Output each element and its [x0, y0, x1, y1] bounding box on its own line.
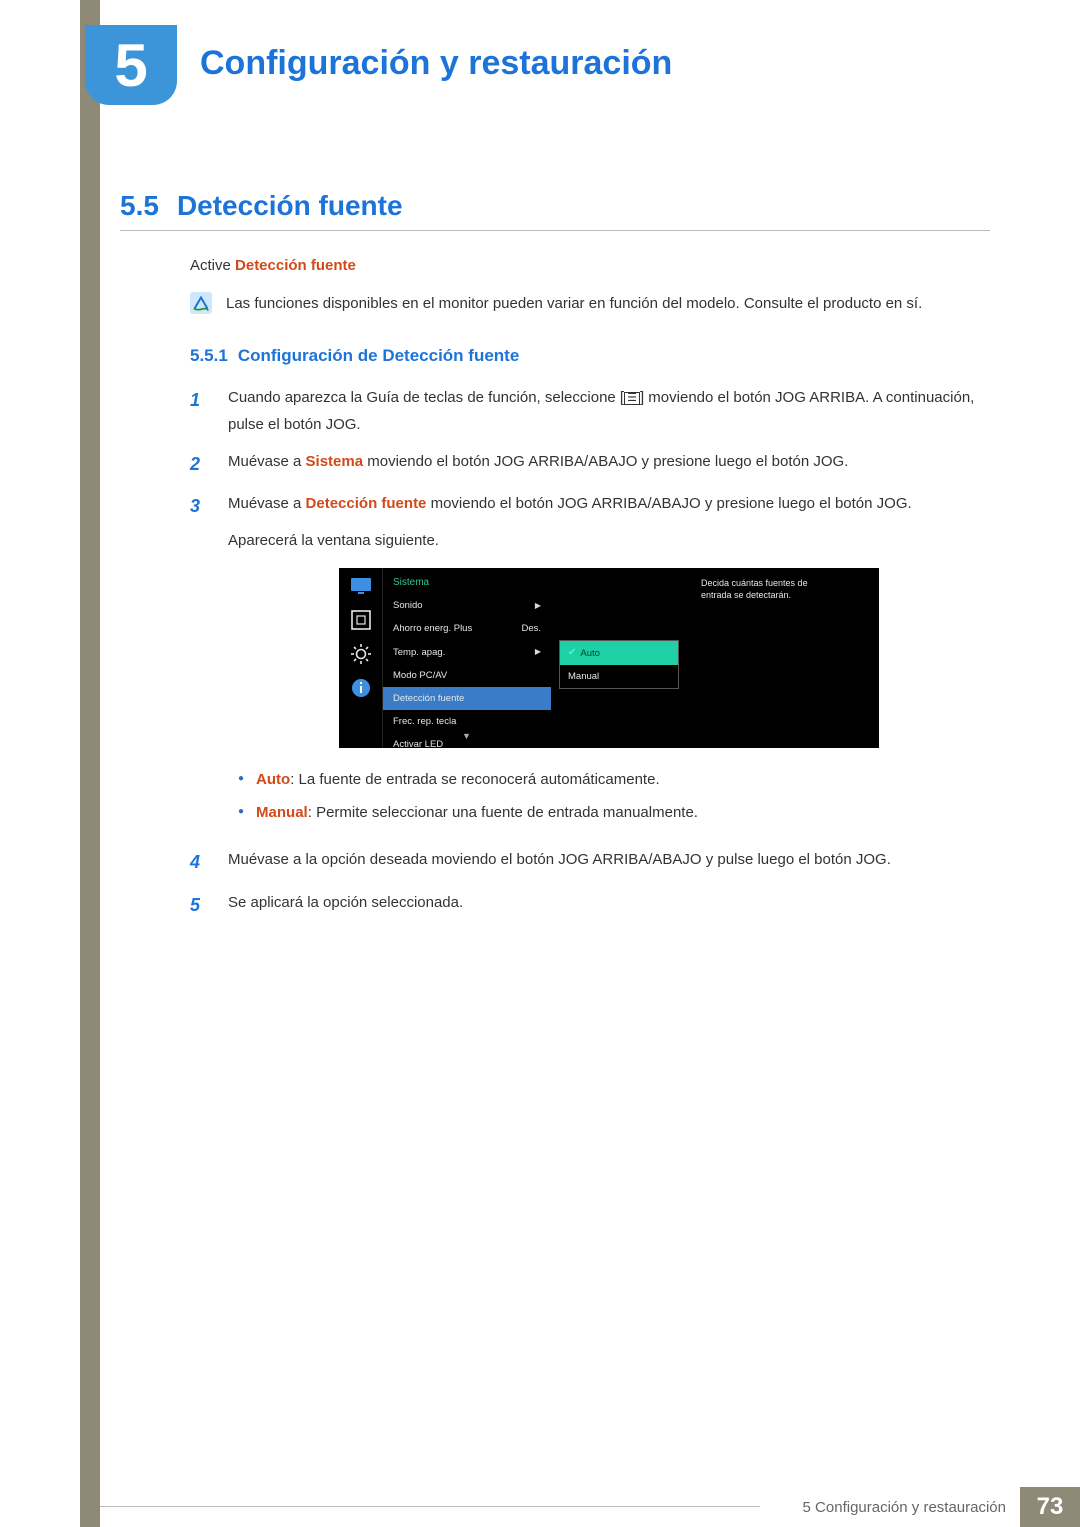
footer: 5 Configuración y restauración 73 [803, 1487, 1080, 1527]
step3-post: moviendo el botón JOG ARRIBA/ABAJO y pre… [426, 495, 911, 512]
bullet-auto: ● Auto: La fuente de entrada se reconoce… [238, 766, 990, 793]
steps: 1 Cuando aparezca la Guía de teclas de f… [190, 384, 990, 921]
page-content: 5.5 Detección fuente Active Detección fue… [120, 190, 990, 931]
step-4: 4 Muévase a la opción deseada moviendo e… [190, 846, 990, 878]
step-body: Muévase a Sistema moviendo el botón JOG … [228, 448, 990, 480]
osd-item-value: Des. [521, 620, 541, 637]
chevron-down-icon: ▼ [462, 728, 471, 744]
step-number: 3 [190, 490, 210, 836]
step3-term: Detección fuente [306, 495, 427, 512]
step-number: 1 [190, 384, 210, 438]
osd-popup-option-auto: ✔Auto [560, 641, 678, 665]
note-text: Las funciones disponibles en el monitor … [226, 292, 922, 316]
osd-item-deteccion: Detección fuente [383, 687, 551, 710]
osd-popup-label: Auto [580, 645, 600, 662]
step2-pre: Muévase a [228, 453, 306, 470]
footer-rule [100, 1506, 760, 1507]
osd-item-label: Detección fuente [393, 690, 464, 707]
osd-item-label: Frec. rep. tecla [393, 713, 456, 730]
osd-item-ahorro: Ahorro energ. Plus Des. [383, 617, 551, 640]
osd-item-label: Modo PC/AV [393, 667, 447, 684]
note-icon [190, 292, 212, 314]
step2-post: moviendo el botón JOG ARRIBA/ABAJO y pre… [363, 453, 848, 470]
subsection-heading: 5.5.1 Configuración de Detección fuente [190, 346, 990, 366]
osd-menu-title: Sistema [383, 572, 551, 594]
side-bar [80, 0, 100, 1527]
menu-icon: ☰ [624, 392, 640, 405]
bullet-text: : Permite seleccionar una fuente de entr… [308, 804, 698, 821]
osd-item-temp: Temp. apag. ▶ [383, 641, 551, 664]
osd-popup-option-manual: Manual [560, 665, 678, 688]
step-number: 4 [190, 846, 210, 878]
bullet-manual: ● Manual: Permite seleccionar una fuente… [238, 799, 990, 826]
bullet-term: Manual [256, 804, 308, 821]
osd-popup-column: ✔Auto Manual [551, 568, 691, 748]
gear-icon [349, 642, 373, 666]
osd-figure: Sistema Sonido ▶ Ahorro energ. Plus Des. T… [339, 568, 879, 748]
subsection-number: 5.5.1 [190, 346, 228, 365]
active-term: Detección fuente [235, 257, 356, 274]
osd-icon-column [339, 568, 383, 748]
bullet-dot-icon: ● [238, 799, 244, 826]
check-icon: ✔ [568, 644, 576, 662]
step-number: 5 [190, 889, 210, 921]
chapter-number: 5 [114, 31, 147, 100]
step-body: Cuando aparezca la Guía de teclas de fun… [228, 384, 990, 438]
frame-icon [349, 608, 373, 632]
step2-term: Sistema [306, 453, 364, 470]
step-2: 2 Muévase a Sistema moviendo el botón JO… [190, 448, 990, 480]
info-icon [349, 676, 373, 700]
active-line: Active Detección fuente [190, 257, 990, 274]
subsection-title: Configuración de Detección fuente [238, 346, 519, 365]
note-row: Las funciones disponibles en el monitor … [190, 292, 990, 316]
step-body: Muévase a la opción deseada moviendo el … [228, 846, 990, 878]
osd-item-sonido: Sonido ▶ [383, 594, 551, 617]
chevron-right-icon: ▶ [535, 645, 541, 659]
step-body: Muévase a Detección fuente moviendo el b… [228, 490, 990, 836]
section-heading: 5.5 Detección fuente [120, 190, 990, 231]
chapter-title: Configuración y restauración [200, 44, 672, 83]
active-prefix: Active [190, 257, 235, 274]
section-title: Detección fuente [177, 190, 403, 221]
step-5: 5 Se aplicará la opción seleccionada. [190, 889, 990, 921]
osd-item-modo: Modo PC/AV [383, 664, 551, 687]
footer-text: 5 Configuración y restauración [803, 1499, 1020, 1516]
osd-popup: ✔Auto Manual [559, 640, 679, 689]
page-number: 73 [1020, 1487, 1080, 1527]
osd-item-label: Temp. apag. [393, 644, 445, 661]
bullet-body: Auto: La fuente de entrada se reconocerá… [256, 766, 660, 793]
monitor-icon [349, 574, 373, 598]
bullet-term: Auto [256, 771, 290, 788]
osd-popup-label: Manual [568, 668, 599, 685]
bullet-text: : La fuente de entrada se reconocerá aut… [290, 771, 659, 788]
bullet-list: ● Auto: La fuente de entrada se reconoce… [228, 766, 990, 826]
osd-help-text: Decida cuántas fuentes de entrada se det… [691, 568, 846, 748]
step3-after: Aparecerá la ventana siguiente. [228, 527, 990, 554]
step-3: 3 Muévase a Detección fuente moviendo el… [190, 490, 990, 836]
step1-text1: Cuando aparezca la Guía de teclas de fun… [228, 389, 624, 406]
osd-item-label: Ahorro energ. Plus [393, 620, 472, 637]
bullet-dot-icon: ● [238, 766, 244, 793]
osd-main: Sistema Sonido ▶ Ahorro energ. Plus Des. T… [383, 568, 879, 748]
section-number: 5.5 [120, 190, 159, 221]
step3-pre: Muévase a [228, 495, 306, 512]
step-body: Se aplicará la opción seleccionada. [228, 889, 990, 921]
step-number: 2 [190, 448, 210, 480]
chevron-right-icon: ▶ [535, 599, 541, 613]
step-1: 1 Cuando aparezca la Guía de teclas de f… [190, 384, 990, 438]
bullet-body: Manual: Permite seleccionar una fuente d… [256, 799, 698, 826]
osd-item-label: Sonido [393, 597, 423, 614]
osd-item-label: Activar LED [393, 736, 443, 753]
chapter-badge: 5 [85, 25, 177, 105]
osd-menu-list: Sistema Sonido ▶ Ahorro energ. Plus Des. T… [383, 568, 551, 748]
